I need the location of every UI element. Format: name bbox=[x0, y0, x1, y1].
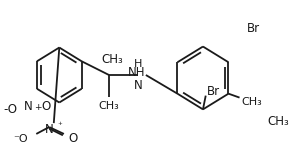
Text: N: N bbox=[24, 100, 32, 113]
Text: +: + bbox=[34, 102, 42, 112]
Text: CH₃: CH₃ bbox=[241, 97, 262, 107]
Text: Br: Br bbox=[207, 85, 220, 98]
Text: H: H bbox=[134, 59, 143, 69]
Text: CH₃: CH₃ bbox=[267, 115, 289, 128]
Text: N: N bbox=[134, 79, 143, 92]
Text: Br: Br bbox=[247, 22, 260, 35]
Text: N: N bbox=[45, 123, 54, 136]
Text: O: O bbox=[41, 100, 50, 113]
Text: NH: NH bbox=[127, 66, 145, 79]
Text: CH₃: CH₃ bbox=[102, 53, 124, 66]
Text: O: O bbox=[68, 132, 78, 145]
Text: CH₃: CH₃ bbox=[99, 100, 119, 111]
Text: ⁺: ⁺ bbox=[57, 121, 62, 130]
Text: -O: -O bbox=[4, 103, 18, 116]
Text: ⁻O: ⁻O bbox=[13, 134, 28, 144]
